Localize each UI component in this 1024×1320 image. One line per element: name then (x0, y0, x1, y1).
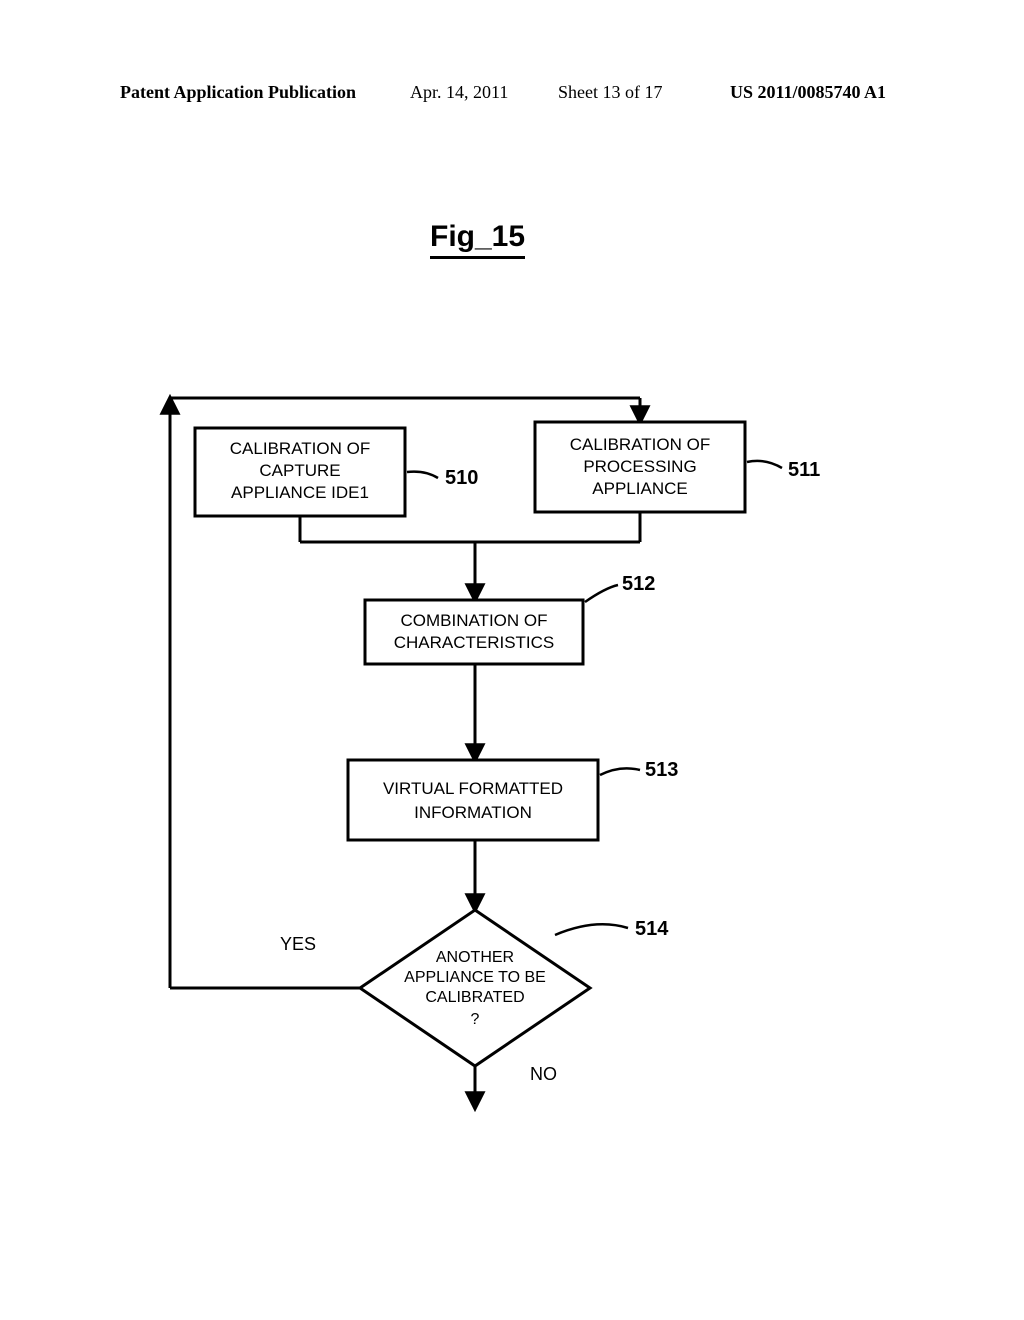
node-511-line2: PROCESSING (583, 457, 696, 476)
node-513-line1: VIRTUAL FORMATTED (383, 779, 563, 798)
node-512-line2: CHARACTERISTICS (394, 633, 555, 652)
flowchart-canvas: CALIBRATION OF CAPTURE APPLIANCE IDE1 51… (0, 0, 1024, 1320)
ref-513: 513 (645, 759, 678, 781)
node-510-line3: APPLIANCE IDE1 (231, 483, 369, 502)
ref-511: 511 (788, 459, 820, 481)
node-514-line3: CALIBRATED (425, 989, 524, 1006)
node-511-line3: APPLIANCE (592, 479, 687, 498)
node-513-line2: INFORMATION (414, 803, 532, 822)
ref-512: 512 (622, 573, 655, 595)
node-510-line1: CALIBRATION OF (230, 439, 370, 458)
node-514: ANOTHER APPLIANCE TO BE CALIBRATED ? 514 (360, 910, 669, 1066)
node-510: CALIBRATION OF CAPTURE APPLIANCE IDE1 51… (195, 428, 478, 516)
branch-yes-label: YES (280, 934, 316, 954)
ref-510: 510 (445, 467, 478, 489)
node-510-line2: CAPTURE (259, 461, 340, 480)
node-514-line1: ANOTHER (436, 949, 514, 966)
node-513: VIRTUAL FORMATTED INFORMATION 513 (348, 759, 678, 840)
node-511: CALIBRATION OF PROCESSING APPLIANCE 511 (535, 422, 820, 512)
ref-514: 514 (635, 918, 669, 940)
branch-no-label: NO (530, 1064, 557, 1084)
node-511-line1: CALIBRATION OF (570, 435, 710, 454)
node-512-line1: COMBINATION OF (400, 611, 547, 630)
node-514-line2: APPLIANCE TO BE (404, 969, 546, 986)
node-512: COMBINATION OF CHARACTERISTICS 512 (365, 573, 655, 664)
page-root: Patent Application Publication Apr. 14, … (0, 0, 1024, 1320)
node-514-line4: ? (471, 1011, 480, 1028)
